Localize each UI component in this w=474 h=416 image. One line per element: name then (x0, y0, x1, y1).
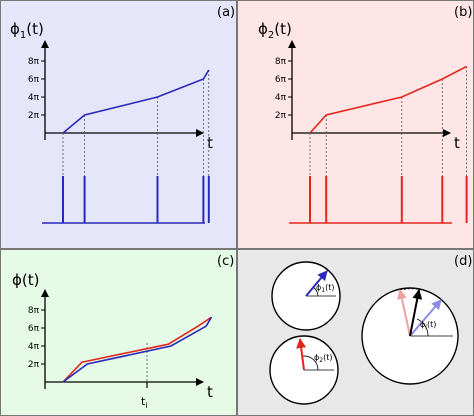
panel-b-tick-2pi: 2π (275, 111, 287, 121)
panel-a-label: (a) (217, 5, 235, 20)
phase-circle-i: ϕi(t) (361, 287, 459, 385)
panel-c-background (0, 249, 237, 416)
panel-b-t-label: t (454, 134, 460, 152)
panel-b-tick-8pi: 8π (275, 57, 287, 67)
panel-a-background (0, 0, 237, 249)
panel-c-tick-6pi: 6π (28, 324, 40, 334)
phase-circle-1: ϕ1(t) (271, 261, 341, 331)
panel-a-tick-2pi: 2π (28, 111, 40, 121)
panel-a-tick-8pi: 8π (28, 57, 40, 67)
panel-b-tick-4pi: 4π (275, 93, 287, 103)
panel-a-tick-4pi: 4π (28, 93, 40, 103)
panel-d: (d) ϕ1(t) ϕ2(t) ϕi(t) (237, 249, 474, 416)
panel-c: (c) ϕ(t) t 2π 4π 6π 8π ti (0, 249, 237, 416)
phase-circle-2: ϕ2(t) (269, 335, 339, 405)
panel-b-ticks: 2π 4π 6π 8π (275, 57, 292, 121)
panel-a-phase-curve (62, 69, 210, 134)
panel-b-spike-train (309, 176, 468, 223)
circle-1-phase-arrow (305, 270, 328, 297)
panel-c-label: (c) (217, 254, 234, 269)
panel-c-tick-2pi: 2π (28, 360, 40, 370)
circle-2-label: ϕ2(t) (314, 353, 333, 364)
panel-d-label: (d) (454, 254, 472, 269)
panel-b-tick-6pi: 6π (275, 75, 287, 85)
panel-a-tick-6pi: 6π (28, 75, 40, 85)
circle-i-pink-arrow (397, 289, 411, 337)
panel-c-y-label: ϕ(t) (12, 271, 39, 289)
panel-a-spike-train (62, 176, 210, 223)
circle-2-phase-arrow (296, 338, 307, 371)
panel-a-y-label: ϕ1(t) (10, 20, 44, 41)
panel-c-t-label: t (207, 383, 213, 401)
panel-b-guide-lines (309, 66, 468, 176)
panel-a-t-label: t (207, 134, 213, 152)
circle-i-lightblue-arrow (409, 299, 442, 337)
panel-c-tick-4pi: 4π (28, 342, 40, 352)
panel-a-guide-lines (62, 70, 210, 176)
panel-c-tick-8pi: 8π (28, 306, 40, 316)
panel-b-background (237, 0, 474, 249)
panel-c-red-curve (62, 316, 212, 383)
panel-c-ticks: 2π 4π 6π 8π (28, 306, 45, 370)
panel-a-ticks: 2π 4π 6π 8π (28, 57, 45, 121)
circle-1-label: ϕ1(t) (316, 283, 335, 294)
panel-c-blue-curve (62, 316, 213, 383)
panel-b-y-label: ϕ2(t) (258, 20, 292, 41)
circle-i-label: ϕi(t) (420, 320, 436, 331)
panel-c-ti-label: ti (141, 395, 148, 410)
panel-b-phase-curve (309, 65, 467, 134)
panel-b-label: (b) (454, 5, 472, 20)
panel-b: (b) ϕ2(t) t 2π 4π 6π 8π (237, 0, 474, 249)
panel-a: (a) ϕ1(t) t 2π 4π 6π 8π (0, 0, 237, 249)
circle-i-black-arrow (409, 289, 423, 337)
